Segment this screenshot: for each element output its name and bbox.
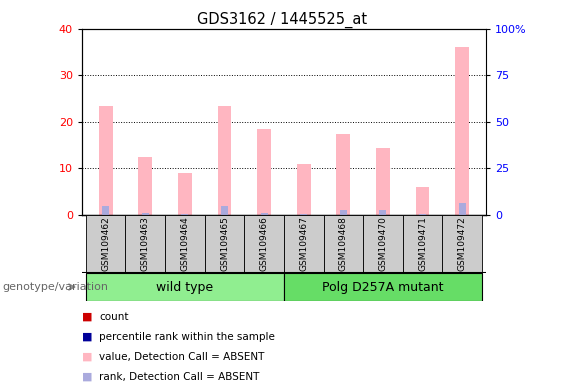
Text: ■: ■ [82, 352, 93, 362]
Bar [86, 273, 284, 301]
Bar [260, 213, 268, 215]
Text: GSM109468: GSM109468 [339, 217, 348, 271]
Text: Polg D257A mutant: Polg D257A mutant [322, 281, 444, 293]
Text: GSM109470: GSM109470 [379, 217, 388, 271]
Bar [284, 215, 324, 273]
Bar [125, 215, 165, 273]
Text: GDS3162 / 1445525_at: GDS3162 / 1445525_at [197, 12, 368, 28]
Text: GSM109465: GSM109465 [220, 217, 229, 271]
Bar [340, 210, 347, 215]
Bar [324, 215, 363, 273]
Bar [297, 164, 311, 215]
Bar [221, 206, 228, 215]
Text: wild type: wild type [157, 281, 214, 293]
Bar [99, 106, 112, 215]
Bar [138, 157, 152, 215]
Text: count: count [99, 312, 128, 322]
Bar [86, 215, 125, 273]
Text: GSM109471: GSM109471 [418, 217, 427, 271]
Text: rank, Detection Call = ABSENT: rank, Detection Call = ABSENT [99, 372, 259, 382]
Bar [442, 215, 482, 273]
Bar [363, 215, 403, 273]
Bar [284, 273, 482, 301]
Text: ■: ■ [82, 312, 93, 322]
Bar [178, 173, 192, 215]
Text: percentile rank within the sample: percentile rank within the sample [99, 332, 275, 342]
Bar [244, 215, 284, 273]
Bar [218, 106, 232, 215]
Bar [416, 187, 429, 215]
Bar [336, 134, 350, 215]
Text: ■: ■ [82, 372, 93, 382]
Bar [379, 210, 386, 215]
Bar [142, 213, 149, 215]
Bar [376, 147, 390, 215]
Text: GSM109466: GSM109466 [259, 217, 268, 271]
Bar [165, 215, 205, 273]
Bar [102, 206, 109, 215]
Bar [257, 129, 271, 215]
Bar [181, 214, 189, 215]
Text: genotype/variation: genotype/variation [3, 282, 109, 292]
Text: GSM109467: GSM109467 [299, 217, 308, 271]
Bar [205, 215, 244, 273]
Text: ■: ■ [82, 332, 93, 342]
Text: GSM109472: GSM109472 [458, 217, 467, 271]
Bar [459, 204, 466, 215]
Bar [455, 47, 469, 215]
Text: value, Detection Call = ABSENT: value, Detection Call = ABSENT [99, 352, 264, 362]
Bar [419, 214, 426, 215]
Bar [300, 214, 307, 215]
Text: GSM109463: GSM109463 [141, 217, 150, 271]
Text: GSM109462: GSM109462 [101, 217, 110, 271]
Bar [403, 215, 442, 273]
Text: GSM109464: GSM109464 [180, 217, 189, 271]
